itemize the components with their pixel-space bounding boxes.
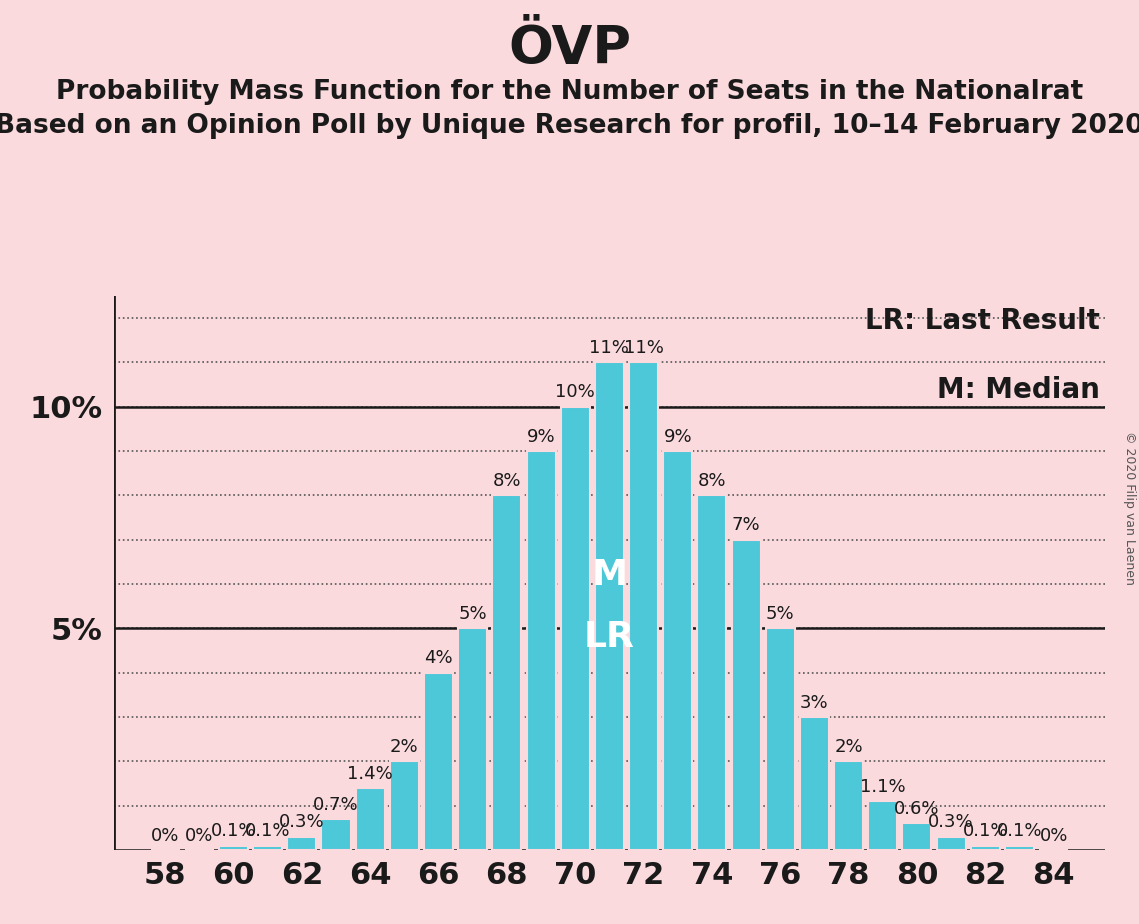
Text: © 2020 Filip van Laenen: © 2020 Filip van Laenen bbox=[1123, 432, 1137, 585]
Bar bbox=[902, 823, 932, 850]
Bar bbox=[219, 845, 248, 850]
Text: 1.1%: 1.1% bbox=[860, 778, 906, 796]
Bar bbox=[731, 540, 761, 850]
Text: 0%: 0% bbox=[151, 827, 179, 845]
Bar bbox=[595, 362, 624, 850]
Text: 8%: 8% bbox=[492, 472, 522, 490]
Text: 0.1%: 0.1% bbox=[245, 822, 290, 840]
Bar bbox=[868, 801, 898, 850]
Bar bbox=[560, 407, 590, 850]
Text: 9%: 9% bbox=[526, 428, 556, 445]
Text: M: Median: M: Median bbox=[937, 376, 1100, 404]
Bar bbox=[253, 845, 282, 850]
Text: 11%: 11% bbox=[589, 339, 630, 357]
Text: 5%: 5% bbox=[765, 605, 795, 623]
Bar bbox=[800, 717, 829, 850]
Text: 2%: 2% bbox=[390, 738, 419, 756]
Text: 0.3%: 0.3% bbox=[279, 813, 325, 832]
Text: ÖVP: ÖVP bbox=[508, 23, 631, 75]
Bar bbox=[1005, 845, 1034, 850]
Bar bbox=[424, 673, 453, 850]
Bar bbox=[697, 495, 727, 850]
Text: 9%: 9% bbox=[663, 428, 693, 445]
Bar bbox=[936, 837, 966, 850]
Text: LR: LR bbox=[584, 620, 634, 654]
Text: 0.7%: 0.7% bbox=[313, 796, 359, 814]
Text: LR: Last Result: LR: Last Result bbox=[865, 307, 1100, 334]
Text: 5%: 5% bbox=[458, 605, 487, 623]
Text: 3%: 3% bbox=[800, 694, 829, 711]
Bar bbox=[390, 761, 419, 850]
Text: 8%: 8% bbox=[697, 472, 727, 490]
Text: 0%: 0% bbox=[186, 827, 213, 845]
Bar bbox=[970, 845, 1000, 850]
Text: 7%: 7% bbox=[731, 517, 761, 534]
Text: 2%: 2% bbox=[834, 738, 863, 756]
Text: 0.6%: 0.6% bbox=[894, 800, 940, 818]
Text: Probability Mass Function for the Number of Seats in the Nationalrat: Probability Mass Function for the Number… bbox=[56, 79, 1083, 104]
Text: Based on an Opinion Poll by Unique Research for profil, 10–14 February 2020: Based on an Opinion Poll by Unique Resea… bbox=[0, 113, 1139, 139]
Bar bbox=[458, 628, 487, 850]
Bar bbox=[526, 451, 556, 850]
Bar bbox=[492, 495, 522, 850]
Bar bbox=[287, 837, 317, 850]
Bar bbox=[834, 761, 863, 850]
Text: 0.1%: 0.1% bbox=[962, 822, 1008, 840]
Bar bbox=[663, 451, 693, 850]
Text: 0%: 0% bbox=[1040, 827, 1067, 845]
Bar bbox=[629, 362, 658, 850]
Text: M: M bbox=[591, 558, 628, 592]
Bar bbox=[321, 819, 351, 850]
Text: 0.3%: 0.3% bbox=[928, 813, 974, 832]
Text: 1.4%: 1.4% bbox=[347, 765, 393, 783]
Text: 11%: 11% bbox=[623, 339, 664, 357]
Bar bbox=[355, 788, 385, 850]
Text: 0.1%: 0.1% bbox=[997, 822, 1042, 840]
Text: 0.1%: 0.1% bbox=[211, 822, 256, 840]
Text: 10%: 10% bbox=[556, 383, 595, 401]
Text: 4%: 4% bbox=[424, 650, 453, 667]
Bar bbox=[765, 628, 795, 850]
